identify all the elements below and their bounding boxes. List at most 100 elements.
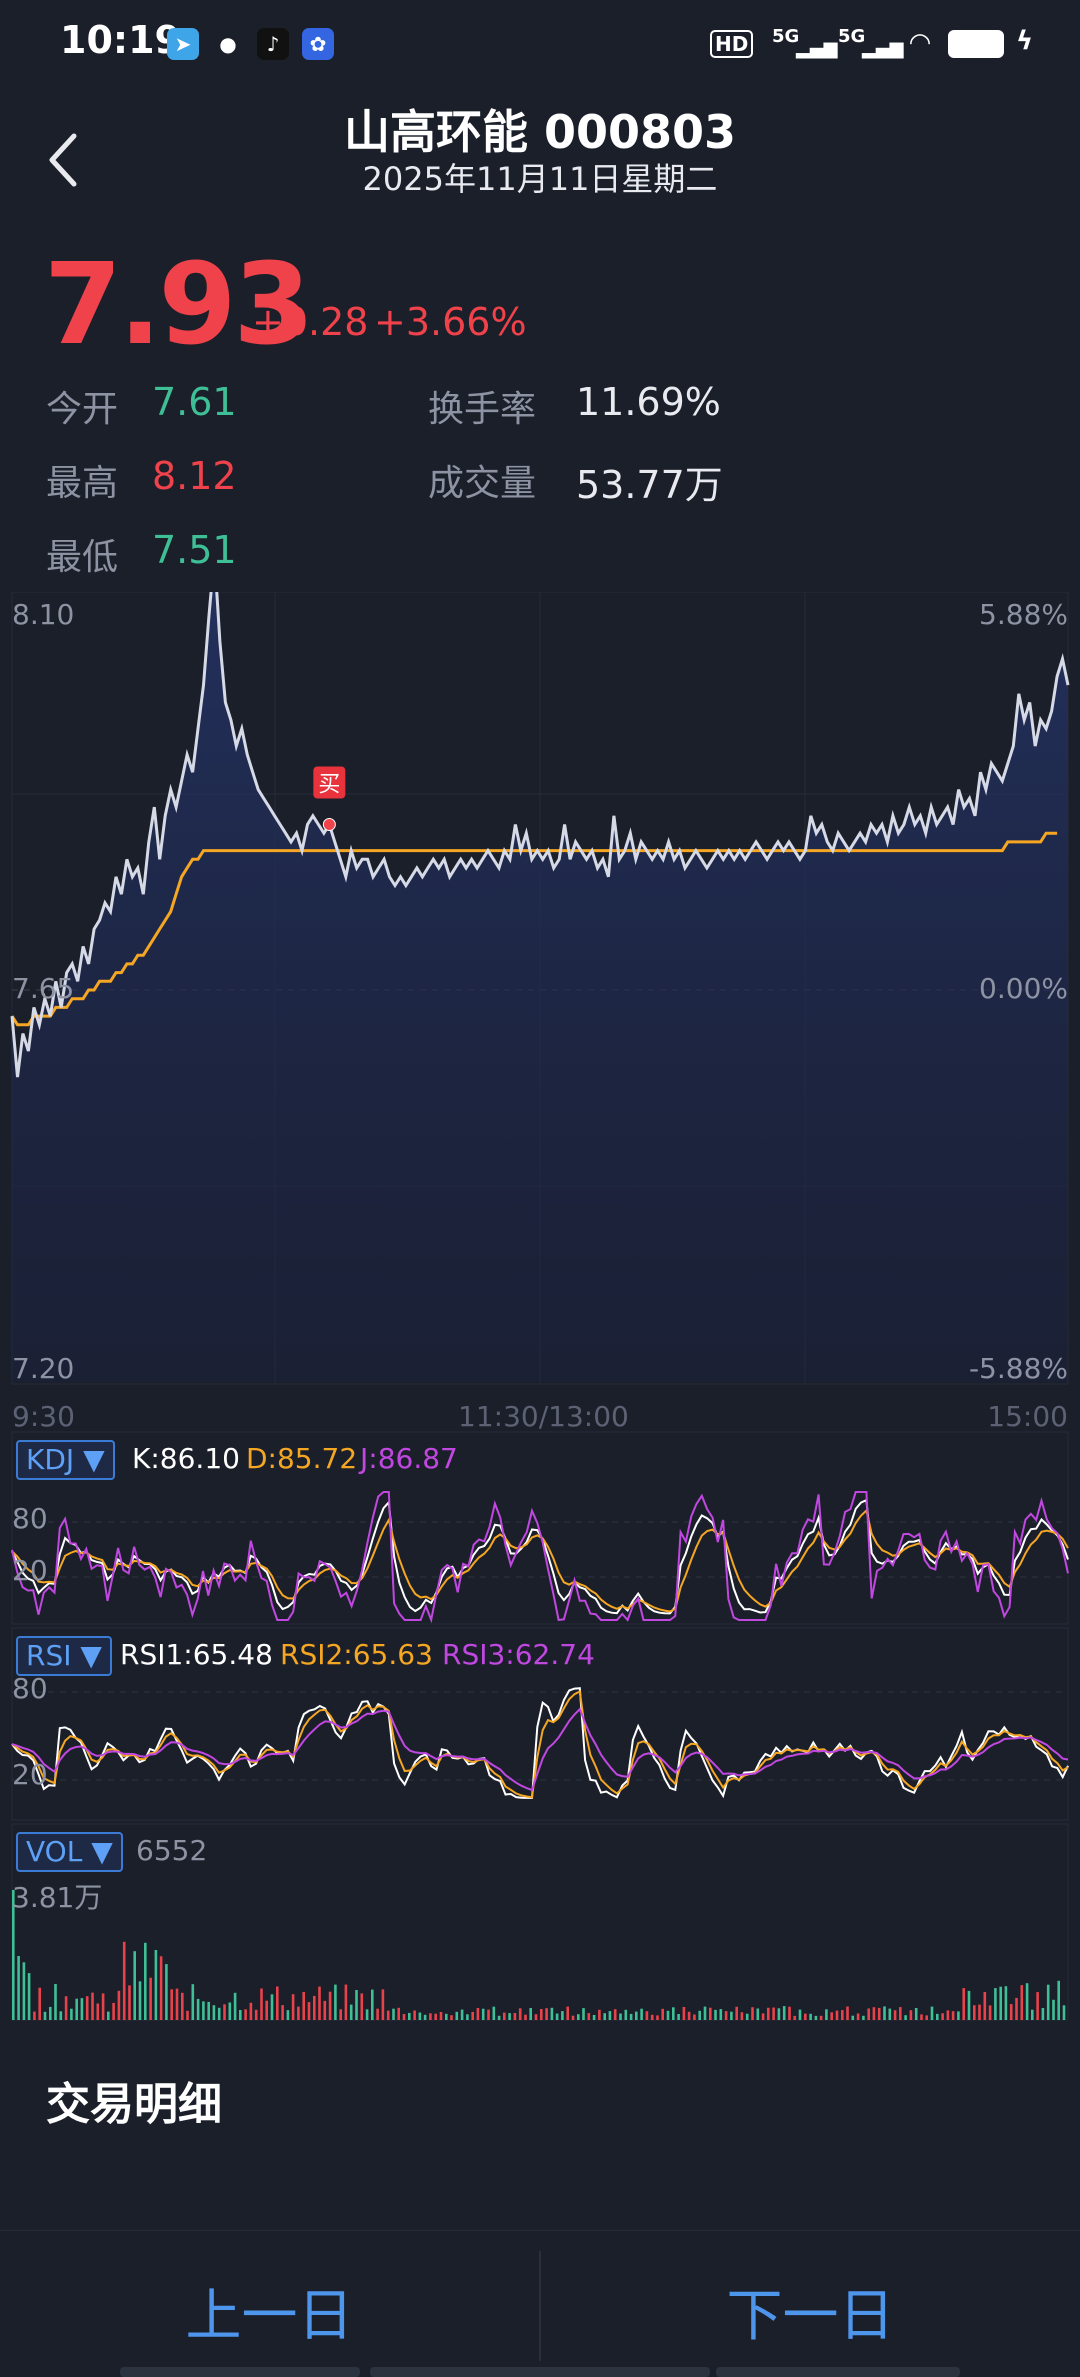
volume-label: 成交量 xyxy=(428,463,537,504)
rsi-line-2 xyxy=(11,1707,1069,1792)
volume-bar xyxy=(233,1992,237,2020)
volume-bar xyxy=(904,2015,907,2020)
volume-bar xyxy=(709,2007,712,2020)
tiktok-icon: ♪ xyxy=(257,28,289,60)
kdj-title: KDJ xyxy=(26,1443,75,1476)
volume-bar xyxy=(566,2006,569,2020)
buy-marker[interactable]: 买 xyxy=(313,766,346,831)
rsi3-value: RSI3:62.74 xyxy=(442,1638,595,1671)
vol-max-label: 3.81万 xyxy=(12,1881,103,1914)
volume-bar xyxy=(186,2010,189,2020)
volume-bar xyxy=(12,1890,15,2020)
volume-bar xyxy=(228,2002,232,2020)
y-pct-top: 5.88% xyxy=(979,598,1068,631)
volume-bar xyxy=(386,2010,390,2020)
header: 山高环能 000803 2025年11月11日星期二 xyxy=(0,90,1080,210)
intraday-chart[interactable]: 买 xyxy=(0,592,1080,2024)
telegram-icon: ➤ xyxy=(167,28,199,60)
volume-bar xyxy=(1046,1984,1050,2020)
volume-bar xyxy=(497,2015,501,2020)
volume-bar xyxy=(344,1984,348,2020)
volume-bar xyxy=(682,2007,686,2020)
volume-bar xyxy=(619,2013,622,2020)
volume-bar xyxy=(788,2006,791,2020)
battery-icon xyxy=(948,30,1004,58)
status-icons: HD 5G ▂▄▆ 5G ▂▄▆ ◠ ϟ xyxy=(710,26,1040,62)
x-label-close: 15:00 xyxy=(987,1400,1068,1433)
home-indicator xyxy=(120,2367,360,2377)
volume-bar xyxy=(724,2011,728,2020)
status-time: 10:19 xyxy=(60,18,181,62)
rsi-line-0 xyxy=(11,1687,1069,1799)
5g-icon: 5G xyxy=(838,26,866,47)
y-label-bottom: 7.20 xyxy=(12,1352,75,1385)
charging-icon: ϟ xyxy=(1016,26,1034,56)
vol-selector[interactable]: VOL ▼ xyxy=(16,1832,123,1872)
volume-bar xyxy=(629,2013,633,2020)
volume-bar xyxy=(408,2012,411,2020)
volume-bar xyxy=(318,1986,321,2020)
volume-bar xyxy=(149,1977,152,2020)
volume-bar xyxy=(925,2015,928,2020)
volume-bar xyxy=(613,2009,617,2020)
volume-bar xyxy=(43,2011,47,2020)
volume-bar xyxy=(249,2002,253,2020)
next-day-button[interactable]: 下一日 xyxy=(726,2284,895,2349)
volume-bar xyxy=(133,1951,136,2020)
volume-bar xyxy=(117,1990,121,2020)
volume-bar xyxy=(920,2014,923,2020)
signal-icon: ▂▄▆ xyxy=(796,38,838,59)
volume-bar xyxy=(951,2011,955,2020)
volume-bar xyxy=(730,2011,733,2020)
volume-bar xyxy=(529,2008,532,2020)
back-icon[interactable] xyxy=(42,130,86,190)
volume-bar xyxy=(1009,2004,1013,2020)
volume-bar xyxy=(999,1986,1002,2020)
volume-bar xyxy=(677,2014,680,2020)
volume-bar xyxy=(402,2014,406,2020)
volume-bar xyxy=(165,1964,168,2020)
volume-bar xyxy=(207,2001,210,2020)
volume-bar xyxy=(476,2008,480,2020)
volume-bar xyxy=(38,1987,41,2020)
volume-bar xyxy=(1062,2005,1066,2020)
volume-bar xyxy=(392,2008,395,2020)
volume-bar xyxy=(650,2014,654,2020)
chart-area[interactable]: 买 8.10 7.65 7.20 5.88% 0.00% -5.88% 9:30… xyxy=(0,592,1080,2024)
rsi-selector[interactable]: RSI ▼ xyxy=(16,1636,112,1676)
volume-bar xyxy=(223,2004,226,2020)
volume-bar xyxy=(85,1996,89,2020)
kdj-selector[interactable]: KDJ ▼ xyxy=(16,1440,115,1480)
volume-bar xyxy=(782,2006,786,2020)
volume-bar xyxy=(534,2014,538,2020)
rsi1-value: RSI1:65.48 xyxy=(120,1638,273,1671)
turnover-value: 11.69% xyxy=(576,380,721,424)
volume-bar xyxy=(80,1998,84,2020)
volume-bar xyxy=(603,2013,606,2020)
volume-bar xyxy=(355,1990,358,2020)
volume-bar xyxy=(302,1992,305,2020)
volume-bar xyxy=(672,2007,675,2020)
volume-bar xyxy=(349,2004,353,2020)
volume-bar xyxy=(856,2013,860,2020)
kdj-20-label: 20 xyxy=(12,1554,48,1587)
turnover-label: 换手率 xyxy=(428,389,537,430)
volume-bar xyxy=(33,2011,36,2020)
volume-bar xyxy=(286,2010,290,2020)
prev-day-button[interactable]: 上一日 xyxy=(185,2284,354,2349)
volume-bar xyxy=(598,2009,601,2020)
volume-bar xyxy=(772,2007,775,2020)
bottom-nav: 上一日 下一日 xyxy=(0,2230,1080,2377)
volume-bar xyxy=(645,2011,649,2020)
volume-bar xyxy=(1015,1997,1018,2020)
volume-bar xyxy=(592,2015,596,2020)
volume-bar xyxy=(899,2007,902,2020)
volume-bar xyxy=(957,2011,960,2020)
volume-bar xyxy=(107,2011,110,2020)
volume-bar xyxy=(1020,1985,1024,2020)
volume-bar xyxy=(656,2015,659,2020)
volume-bar xyxy=(455,2011,459,2020)
volume-bar xyxy=(291,1994,295,2020)
buy-point xyxy=(322,817,336,831)
volume-bar xyxy=(334,1984,337,2020)
